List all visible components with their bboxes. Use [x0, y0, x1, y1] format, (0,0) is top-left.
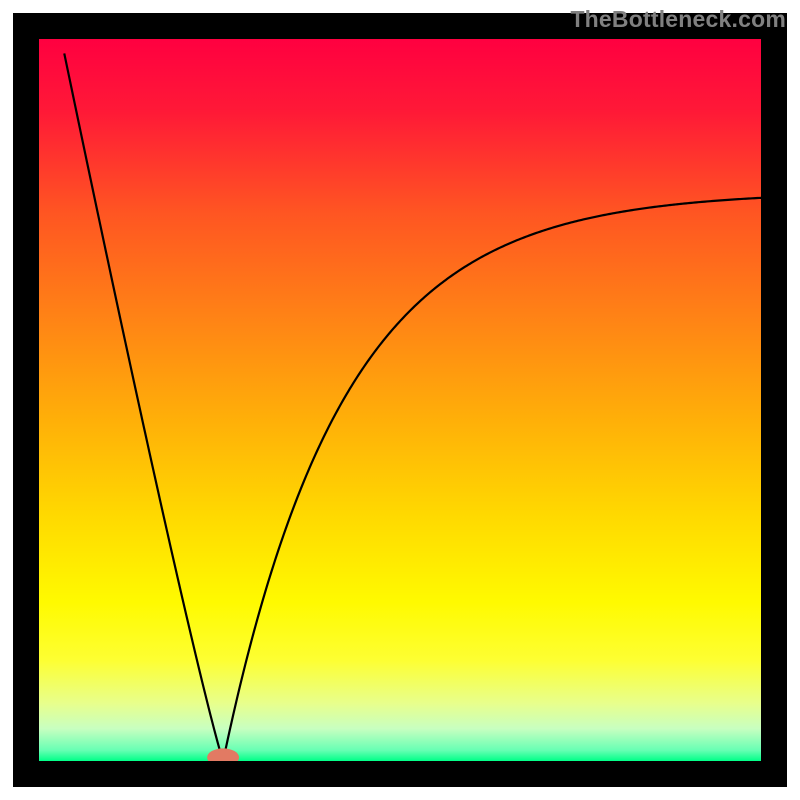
bottleneck-chart: [0, 0, 800, 800]
gradient-background: [39, 39, 761, 761]
watermark-text: TheBottleneck.com: [570, 6, 786, 33]
chart-container: TheBottleneck.com: [0, 0, 800, 800]
